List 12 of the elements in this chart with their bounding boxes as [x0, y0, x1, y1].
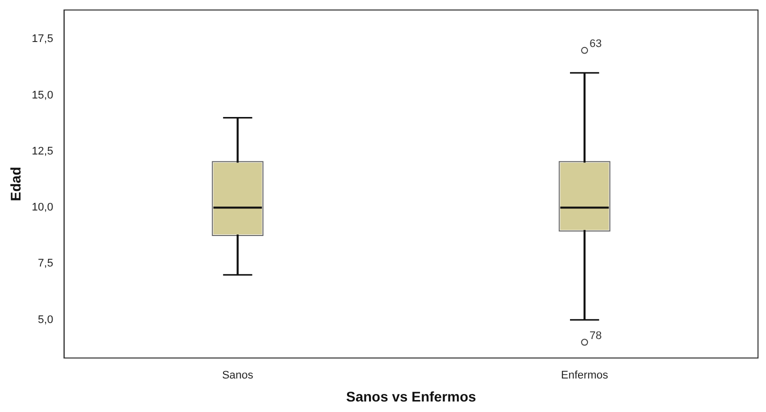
- y-tick-label: 15,0: [32, 89, 54, 102]
- y-axis-title: Edad: [7, 166, 24, 202]
- annotation: 78: [590, 330, 602, 342]
- x-tick-label: Sanos: [222, 370, 254, 382]
- y-tick-label: 10,0: [32, 202, 54, 214]
- y-tick-label: 7,5: [38, 258, 54, 270]
- x-tick-label: Enfermos: [561, 370, 609, 382]
- x-axis-title: Sanos vs Enfermos: [346, 388, 476, 404]
- annotation: 63: [590, 38, 602, 50]
- y-tick-label: 12,5: [32, 145, 54, 158]
- y-tick-label: 17,5: [32, 33, 54, 46]
- y-tick-label: 5,0: [38, 314, 54, 326]
